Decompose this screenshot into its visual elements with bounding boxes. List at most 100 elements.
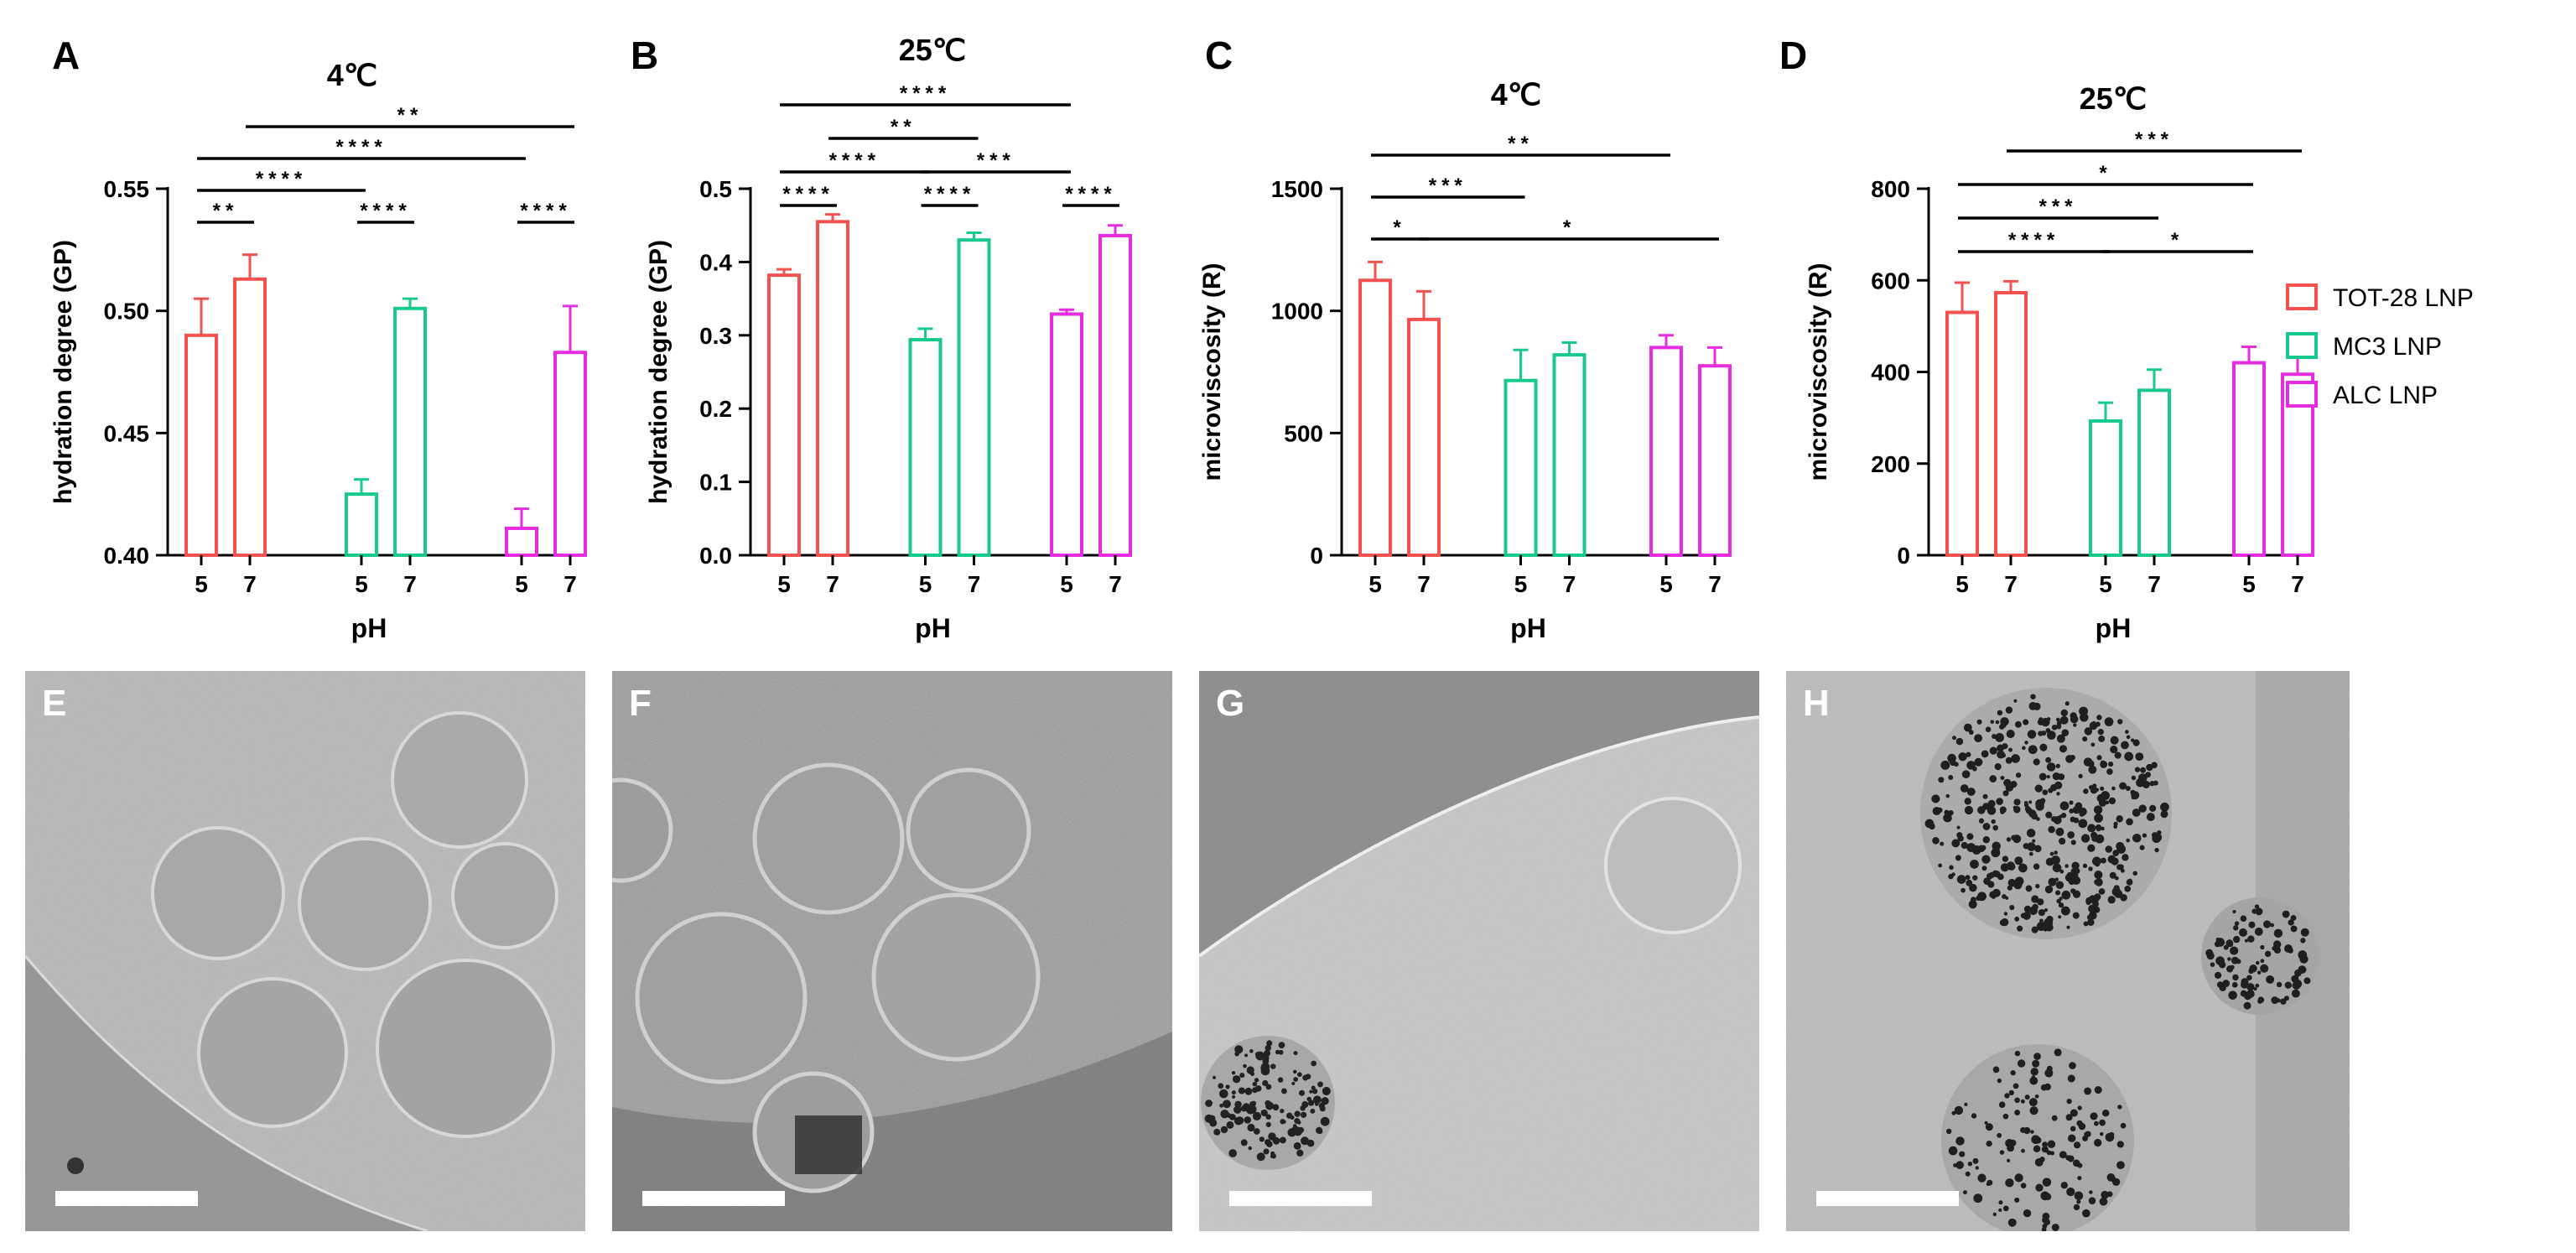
particle-dot — [1964, 798, 1971, 805]
particle-dot — [2050, 1151, 2055, 1156]
particle-dot — [1296, 1149, 1304, 1157]
particle-dot — [2070, 867, 2079, 876]
particle-dot — [2051, 1115, 2058, 1121]
particle-dot — [2160, 810, 2168, 819]
particle-dot — [1985, 1123, 1993, 1131]
particle-dot — [2042, 1178, 2052, 1187]
particle-dot — [2032, 1071, 2036, 1075]
particle-dot — [2061, 890, 2071, 900]
particle-dot — [2291, 975, 2299, 983]
particle-dot — [2044, 908, 2049, 912]
particle-dot — [2048, 825, 2055, 834]
particle-dot — [1309, 1089, 1313, 1094]
particle-dot — [2070, 888, 2076, 894]
particle-dot — [2072, 912, 2080, 919]
legend-swatch — [2286, 332, 2318, 359]
particle-dot — [2083, 921, 2089, 927]
particle-dot — [2145, 772, 2152, 778]
particle-dot — [2157, 830, 2162, 835]
particle-dot — [1225, 1084, 1230, 1089]
particle-dot — [2059, 715, 2069, 725]
particle-dot — [2117, 1105, 2122, 1110]
y-tick-label: 600 — [1871, 268, 1910, 294]
particle-dot — [1317, 1129, 1323, 1135]
particle-dot — [2045, 811, 2053, 819]
particle-dot — [2039, 798, 2046, 804]
significance-label: * — [1563, 216, 1576, 239]
particle-dot — [2232, 910, 2236, 914]
particle-dot — [2082, 736, 2088, 742]
particle-dot — [2299, 954, 2309, 964]
particle-dot — [1964, 805, 1974, 815]
chart-title: 4℃ — [1491, 77, 1541, 112]
micrograph-g: G — [1199, 671, 1759, 1231]
particle-dot — [1213, 1128, 1221, 1136]
particle-dot — [2096, 755, 2102, 761]
particle-dot — [2024, 741, 2028, 745]
particle-dot — [1964, 1102, 1968, 1106]
particle-dot — [2031, 1075, 2036, 1079]
particle-dot — [2116, 1161, 2125, 1170]
particle-dot — [2094, 813, 2104, 823]
x-tick-label: 7 — [2148, 571, 2161, 597]
particle-dot — [2125, 730, 2129, 734]
particle-dot — [1265, 1139, 1271, 1146]
particle-dot — [2232, 974, 2239, 981]
particle-dot — [2108, 797, 2116, 805]
particle-dot — [2017, 1059, 2026, 1068]
bar — [233, 277, 267, 557]
particle-dot — [1997, 710, 2003, 716]
particle-dot — [1231, 1071, 1236, 1075]
particle-dot — [2082, 1135, 2089, 1141]
particle-dot — [1991, 819, 1996, 824]
particle-dot — [2013, 881, 2023, 890]
particle-dot — [2260, 964, 2269, 973]
particle-dot — [2069, 800, 2074, 805]
particle-dot — [2091, 856, 2101, 866]
particle-dot — [2014, 1173, 2023, 1183]
particle-dot — [2243, 1001, 2251, 1010]
particle-dot — [1954, 762, 1959, 767]
particle-dot — [1971, 1113, 1977, 1119]
y-tick-label: 0.55 — [104, 176, 150, 202]
particle-dot — [2270, 923, 2275, 928]
scale-bar — [1816, 1191, 1959, 1206]
particle-dot — [1252, 1081, 1258, 1087]
particle-dot — [2101, 1109, 2110, 1117]
y-axis-label: hydration degree (GP) — [645, 240, 673, 504]
particle-dot — [1960, 784, 1969, 793]
particle-dot — [1232, 1094, 1236, 1099]
particle-dot — [2004, 1093, 2010, 1099]
micrograph-e: E — [25, 671, 585, 1231]
particle-dot — [1940, 760, 1950, 770]
particle-dot — [1973, 1193, 1983, 1204]
particle-dot — [2232, 935, 2241, 944]
particle-dot — [2010, 1069, 2016, 1076]
particle-dot — [2263, 920, 2272, 928]
particle-dot — [2038, 772, 2047, 781]
particle-dot — [2126, 818, 2133, 826]
particle-dot — [2124, 885, 2132, 892]
particle-dot — [1998, 1101, 2006, 1109]
bar — [345, 492, 378, 558]
panel-letter: B — [631, 34, 658, 77]
particle-dot — [2069, 808, 2075, 814]
particle-dot — [2059, 1151, 2067, 1159]
particle-dot — [1236, 1076, 1240, 1081]
particle-dot — [1277, 1077, 1284, 1083]
particle-dot — [1293, 1051, 1298, 1056]
bar — [816, 220, 849, 557]
significance-label: * — [2171, 229, 2184, 252]
particle-dot — [2094, 1138, 2102, 1147]
particle-dot — [2227, 957, 2231, 961]
particle-dot — [1966, 879, 1973, 886]
particle-dot — [2095, 878, 2103, 886]
particle-dot — [1987, 799, 1996, 808]
particle-dot — [2065, 1155, 2071, 1161]
particle-dot — [1308, 1100, 1315, 1106]
x-tick-label: 5 — [2099, 571, 2112, 597]
particle-dot — [1209, 1115, 1214, 1120]
particle-dot — [2260, 944, 2265, 950]
particle-dot — [1992, 824, 1999, 831]
x-tick-label: 7 — [1417, 571, 1431, 597]
